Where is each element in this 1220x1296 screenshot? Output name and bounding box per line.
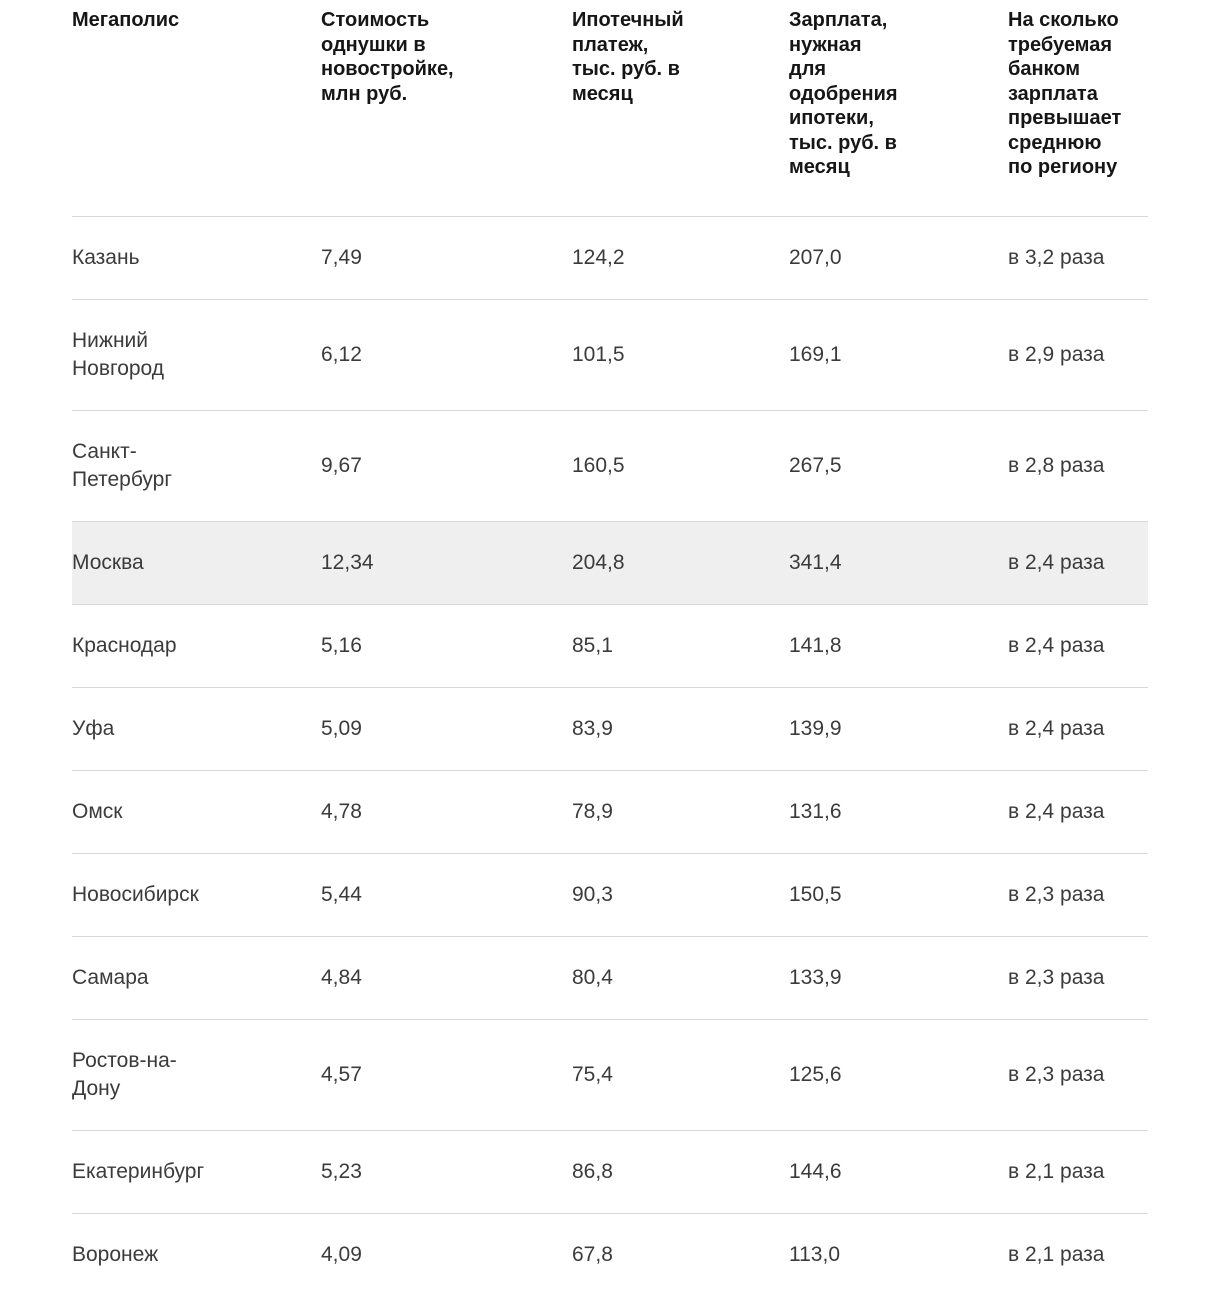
price-cell: 4,09 <box>321 1242 362 1266</box>
price-cell: 5,44 <box>321 882 362 906</box>
city-cell: Воронеж <box>72 1242 159 1266</box>
salary-cell: 341,4 <box>789 550 842 574</box>
city-cell: Краснодар <box>72 633 177 657</box>
column-header-ratio: На сколько требуемая банком зарплата пре… <box>1008 9 1122 178</box>
price-cell: 4,78 <box>321 799 362 823</box>
table-row: Самара 4,84 80,4 133,9 в 2,3 раза <box>72 936 1148 1019</box>
payment-cell: 124,2 <box>572 245 625 269</box>
mortgage-table: Мегаполис Стоимость однушки в новостройк… <box>72 0 1148 1296</box>
payment-cell: 75,4 <box>572 1062 613 1086</box>
city-cell: Новосибирск <box>72 882 199 906</box>
table-row: Краснодар 5,16 85,1 141,8 в 2,4 раза <box>72 604 1148 687</box>
ratio-cell: в 2,1 раза <box>1008 1242 1105 1266</box>
table-row: Нижний Новгород 6,12 101,5 169,1 в 2,9 р… <box>72 299 1148 410</box>
city-cell: Нижний Новгород <box>72 328 165 380</box>
city-cell: Уфа <box>72 716 115 740</box>
price-cell: 5,23 <box>321 1159 362 1183</box>
payment-cell: 67,8 <box>572 1242 613 1266</box>
price-cell: 4,57 <box>321 1062 362 1086</box>
table-row: Воронеж 4,09 67,8 113,0 в 2,1 раза <box>72 1213 1148 1296</box>
table-header: Мегаполис Стоимость однушки в новостройк… <box>72 0 1148 216</box>
payment-cell: 160,5 <box>572 453 625 477</box>
city-cell: Екатеринбург <box>72 1159 205 1183</box>
city-cell: Казань <box>72 245 140 269</box>
city-cell: Омск <box>72 799 123 823</box>
price-cell: 7,49 <box>321 245 362 269</box>
payment-cell: 204,8 <box>572 550 625 574</box>
salary-cell: 144,6 <box>789 1159 842 1183</box>
ratio-cell: в 2,4 раза <box>1008 716 1105 740</box>
payment-cell: 90,3 <box>572 882 613 906</box>
salary-cell: 150,5 <box>789 882 842 906</box>
payment-cell: 101,5 <box>572 342 625 366</box>
table-row: Санкт- Петербург 9,67 160,5 267,5 в 2,8 … <box>72 410 1148 521</box>
salary-cell: 169,1 <box>789 342 842 366</box>
table-row: Омск 4,78 78,9 131,6 в 2,4 раза <box>72 770 1148 853</box>
city-cell: Ростов-на- Дону <box>72 1048 177 1100</box>
price-cell: 4,84 <box>321 965 362 989</box>
payment-cell: 85,1 <box>572 633 613 657</box>
payment-cell: 80,4 <box>572 965 613 989</box>
payment-cell: 86,8 <box>572 1159 613 1183</box>
salary-cell: 125,6 <box>789 1062 842 1086</box>
price-cell: 9,67 <box>321 453 362 477</box>
price-cell: 6,12 <box>321 342 362 366</box>
ratio-cell: в 2,4 раза <box>1008 799 1105 823</box>
table-body: Казань 7,49 124,2 207,0 в 3,2 раза Нижни… <box>72 216 1148 1296</box>
salary-cell: 139,9 <box>789 716 842 740</box>
ratio-cell: в 3,2 раза <box>1008 245 1105 269</box>
salary-cell: 141,8 <box>789 633 842 657</box>
column-header-salary: Зарплата, нужная для одобрения ипотеки, … <box>789 9 898 178</box>
table-row: Новосибирск 5,44 90,3 150,5 в 2,3 раза <box>72 853 1148 936</box>
header-row: Мегаполис Стоимость однушки в новостройк… <box>72 0 1148 216</box>
ratio-cell: в 2,1 раза <box>1008 1159 1105 1183</box>
column-header-city: Мегаполис <box>72 9 180 31</box>
salary-cell: 131,6 <box>789 799 842 823</box>
table-row: Екатеринбург 5,23 86,8 144,6 в 2,1 раза <box>72 1130 1148 1213</box>
ratio-cell: в 2,8 раза <box>1008 453 1105 477</box>
salary-cell: 267,5 <box>789 453 842 477</box>
table-row: Уфа 5,09 83,9 139,9 в 2,4 раза <box>72 687 1148 770</box>
city-cell: Москва <box>72 550 144 574</box>
city-cell: Самара <box>72 965 149 989</box>
price-cell: 5,16 <box>321 633 362 657</box>
ratio-cell: в 2,4 раза <box>1008 550 1105 574</box>
payment-cell: 83,9 <box>572 716 613 740</box>
ratio-cell: в 2,4 раза <box>1008 633 1105 657</box>
column-header-price: Стоимость однушки в новостройке, млн руб… <box>321 9 454 105</box>
price-cell: 12,34 <box>321 550 374 574</box>
table-row: Ростов-на- Дону 4,57 75,4 125,6 в 2,3 ра… <box>72 1019 1148 1130</box>
column-header-payment: Ипотечный платеж, тыс. руб. в месяц <box>572 9 684 105</box>
city-cell: Санкт- Петербург <box>72 439 172 491</box>
salary-cell: 133,9 <box>789 965 842 989</box>
ratio-cell: в 2,3 раза <box>1008 1062 1105 1086</box>
price-cell: 5,09 <box>321 716 362 740</box>
payment-cell: 78,9 <box>572 799 613 823</box>
ratio-cell: в 2,3 раза <box>1008 965 1105 989</box>
salary-cell: 207,0 <box>789 245 842 269</box>
salary-cell: 113,0 <box>789 1242 840 1266</box>
table-row: Москва 12,34 204,8 341,4 в 2,4 раза <box>72 521 1148 604</box>
ratio-cell: в 2,3 раза <box>1008 882 1105 906</box>
table-row: Казань 7,49 124,2 207,0 в 3,2 раза <box>72 216 1148 299</box>
ratio-cell: в 2,9 раза <box>1008 342 1105 366</box>
